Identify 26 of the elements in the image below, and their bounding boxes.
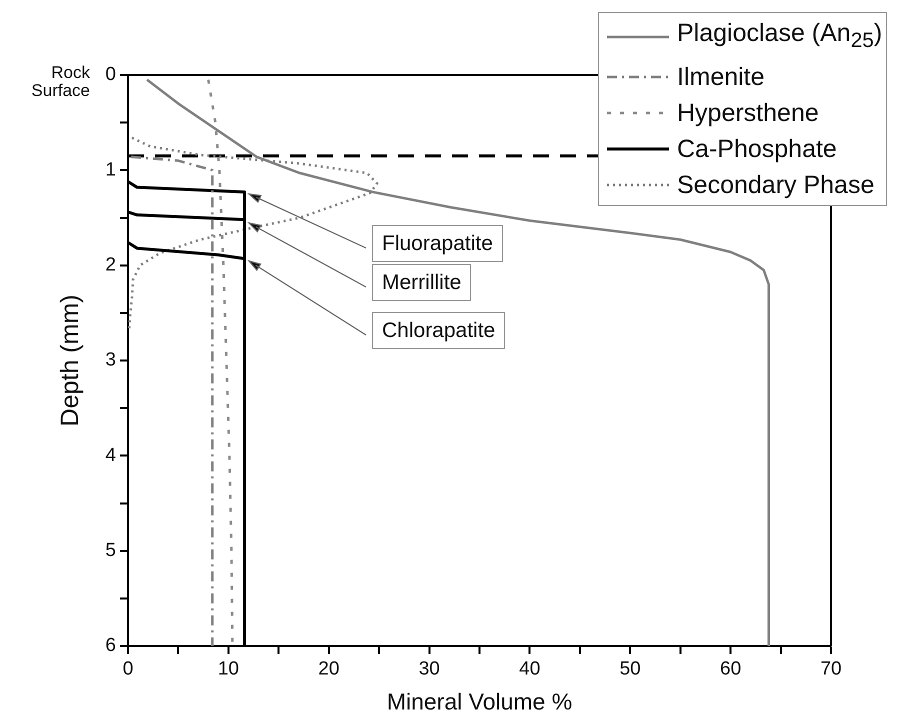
y-axis-title: Depth (mm) [56, 294, 84, 426]
annotation: Fluorapatite [372, 225, 503, 262]
x-tick-label: 70 [820, 658, 842, 680]
legend-label: Plagioclase (An$_{25}$) [677, 18, 882, 54]
x-tick-label: 60 [720, 658, 742, 680]
legend-label: Hypersthene [677, 98, 819, 129]
x-tick-label: 20 [318, 658, 340, 680]
y-tick-label: 5 [105, 540, 116, 562]
y-tick-label: 2 [105, 254, 116, 276]
x-tick-label: 50 [620, 658, 641, 680]
x-tick-label: 0 [122, 658, 134, 680]
y-tick-label: 6 [105, 635, 116, 656]
legend-label: Ca-Phosphate [677, 134, 837, 165]
legend-label: Secondary Phase [677, 170, 874, 201]
annotation: Chlorapatite [372, 312, 506, 349]
legend-label: Ilmenite [677, 62, 765, 93]
y-tick-label: 4 [105, 444, 116, 466]
y-tick-label: 1 [105, 159, 116, 180]
x-tick-label: 30 [418, 658, 440, 680]
y-tick-label: 0 [105, 64, 116, 86]
annotation: Merrillite [372, 264, 472, 301]
x-axis-title: Mineral Volume % [386, 688, 572, 715]
text: Rock Surface [30, 63, 90, 100]
x-tick-label: 40 [519, 658, 540, 680]
y-tick-label: 3 [105, 350, 116, 371]
x-tick-label: 10 [218, 658, 239, 680]
